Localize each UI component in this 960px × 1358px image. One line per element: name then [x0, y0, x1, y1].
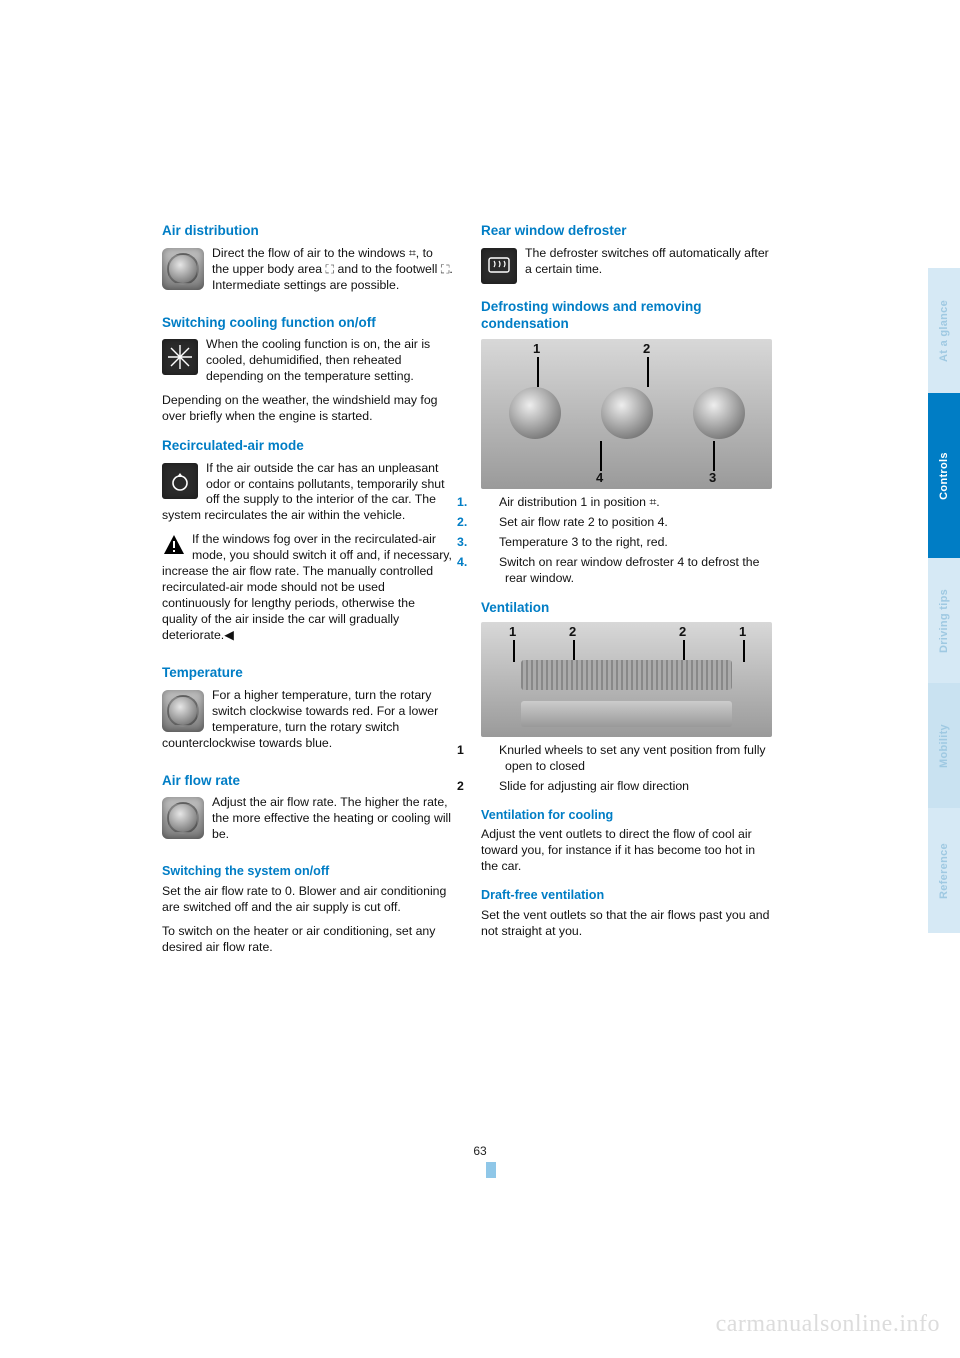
side-tab[interactable]: Reference [928, 808, 960, 933]
section-draft-free: Draft-free ventilation Set the vent outl… [481, 887, 772, 939]
side-tab[interactable]: Mobility [928, 683, 960, 808]
heading-draft-free: Draft-free ventilation [481, 887, 772, 903]
body-draft-free: Set the vent outlets so that the air flo… [481, 908, 772, 940]
fig-callout: 2 [679, 624, 686, 641]
body-cooling-after: Depending on the weather, the windshield… [162, 393, 453, 425]
heading-vent-cooling: Ventilation for cooling [481, 807, 772, 823]
side-tab-strip: At a glance Controls Driving tips Mobility R… [928, 268, 960, 933]
vent-legend: 1Knurled wheels to set any vent position… [481, 743, 772, 795]
right-column: Rear window defroster The defroster swit… [481, 222, 772, 968]
section-temperature: Temperature For a higher temperature, tu… [162, 664, 453, 759]
page-number-mark [486, 1162, 496, 1178]
legend-item: 1Knurled wheels to set any vent position… [481, 743, 772, 775]
fig-callout: 4 [596, 470, 603, 487]
fig-callout: 1 [533, 341, 540, 358]
watermark-text: carmanualsonline.info [716, 1311, 940, 1338]
body-air-distribution: Direct the flow of air to the windows ⌗,… [162, 246, 453, 294]
side-tab-label: Controls [938, 452, 950, 500]
heading-defrost: Defrosting windows and removing condensa… [481, 298, 772, 333]
page-number: 63 [473, 1144, 486, 1158]
section-cooling: Switching cooling function on/off When t… [162, 314, 453, 425]
section-vent-cooling: Ventilation for cooling Adjust the vent … [481, 807, 772, 875]
body-vent-cooling: Adjust the vent outlets to direct the fl… [481, 827, 772, 875]
body-temperature: For a higher temperature, turn the rotar… [162, 688, 453, 752]
heading-recirc: Recirculated-air mode [162, 437, 453, 455]
side-tab-label: Reference [938, 843, 950, 899]
side-tab[interactable]: At a glance [928, 268, 960, 393]
section-ventilation: Ventilation 1 2 2 1 1Knurled wheels to s… [481, 599, 772, 796]
heading-ventilation: Ventilation [481, 599, 772, 617]
body-airflow: Adjust the air flow rate. The higher the… [162, 795, 453, 843]
temperature-dial-icon [162, 690, 204, 732]
step-item: 2.Set air flow rate 2 to position 4. [481, 515, 772, 531]
snowflake-button-icon [162, 339, 198, 375]
content-columns: Air distribution Direct the flow of air … [162, 222, 772, 968]
warning-icon [162, 533, 186, 557]
body-cooling: When the cooling function is on, the air… [162, 337, 453, 385]
step-item: 4.Switch on rear window defroster 4 to d… [481, 555, 772, 587]
fig-callout: 3 [709, 470, 716, 487]
section-airflow: Air flow rate Adjust the air flow rate. … [162, 772, 453, 852]
fig-callout: 1 [739, 624, 746, 641]
fig-callout: 2 [643, 341, 650, 358]
side-tab[interactable]: Driving tips [928, 558, 960, 683]
section-rear-defroster: Rear window defroster The defroster swit… [481, 222, 772, 286]
recirc-button-icon [162, 463, 198, 499]
heading-cooling: Switching cooling function on/off [162, 314, 453, 332]
body-recirc-warn: If the windows fog over in the recircula… [162, 532, 453, 644]
body-recirc: If the air outside the car has an unplea… [162, 461, 453, 525]
step-item: 1.Air distribution 1 in position ⌗. [481, 495, 772, 511]
heading-switch-onoff: Switching the system on/off [162, 863, 453, 879]
body-switch-p2: To switch on the heater or air condition… [162, 924, 453, 956]
side-tab[interactable]: Controls [928, 393, 960, 558]
defroster-button-icon [481, 248, 517, 284]
heading-temperature: Temperature [162, 664, 453, 682]
step-item: 3.Temperature 3 to the right, red. [481, 535, 772, 551]
defrost-steps: 1.Air distribution 1 in position ⌗. 2.Se… [481, 495, 772, 587]
section-defrost: Defrosting windows and removing condensa… [481, 298, 772, 587]
body-switch-p1: Set the air flow rate to 0. Blower and a… [162, 884, 453, 916]
dial-icon [162, 248, 204, 290]
fig-callout: 1 [509, 624, 516, 641]
manual-page: Air distribution Direct the flow of air … [0, 0, 960, 1358]
left-column: Air distribution Direct the flow of air … [162, 222, 453, 968]
figure-vent-panel: 1 2 2 1 [481, 622, 772, 737]
heading-rear-defroster: Rear window defroster [481, 222, 772, 240]
side-tab-label: At a glance [938, 300, 950, 362]
legend-item: 2Slide for adjusting air flow direction [481, 779, 772, 795]
section-switch-onoff: Switching the system on/off Set the air … [162, 863, 453, 955]
heading-air-distribution: Air distribution [162, 222, 453, 240]
figure-climate-panel: 1 2 4 3 [481, 339, 772, 489]
section-air-distribution: Air distribution Direct the flow of air … [162, 222, 453, 302]
heading-airflow: Air flow rate [162, 772, 453, 790]
side-tab-label: Mobility [938, 724, 950, 768]
airflow-dial-icon [162, 797, 204, 839]
side-tab-label: Driving tips [938, 588, 950, 652]
section-recirc: Recirculated-air mode If the air outside… [162, 437, 453, 652]
body-rear-defroster: The defroster switches off automatically… [481, 246, 772, 278]
fig-callout: 2 [569, 624, 576, 641]
